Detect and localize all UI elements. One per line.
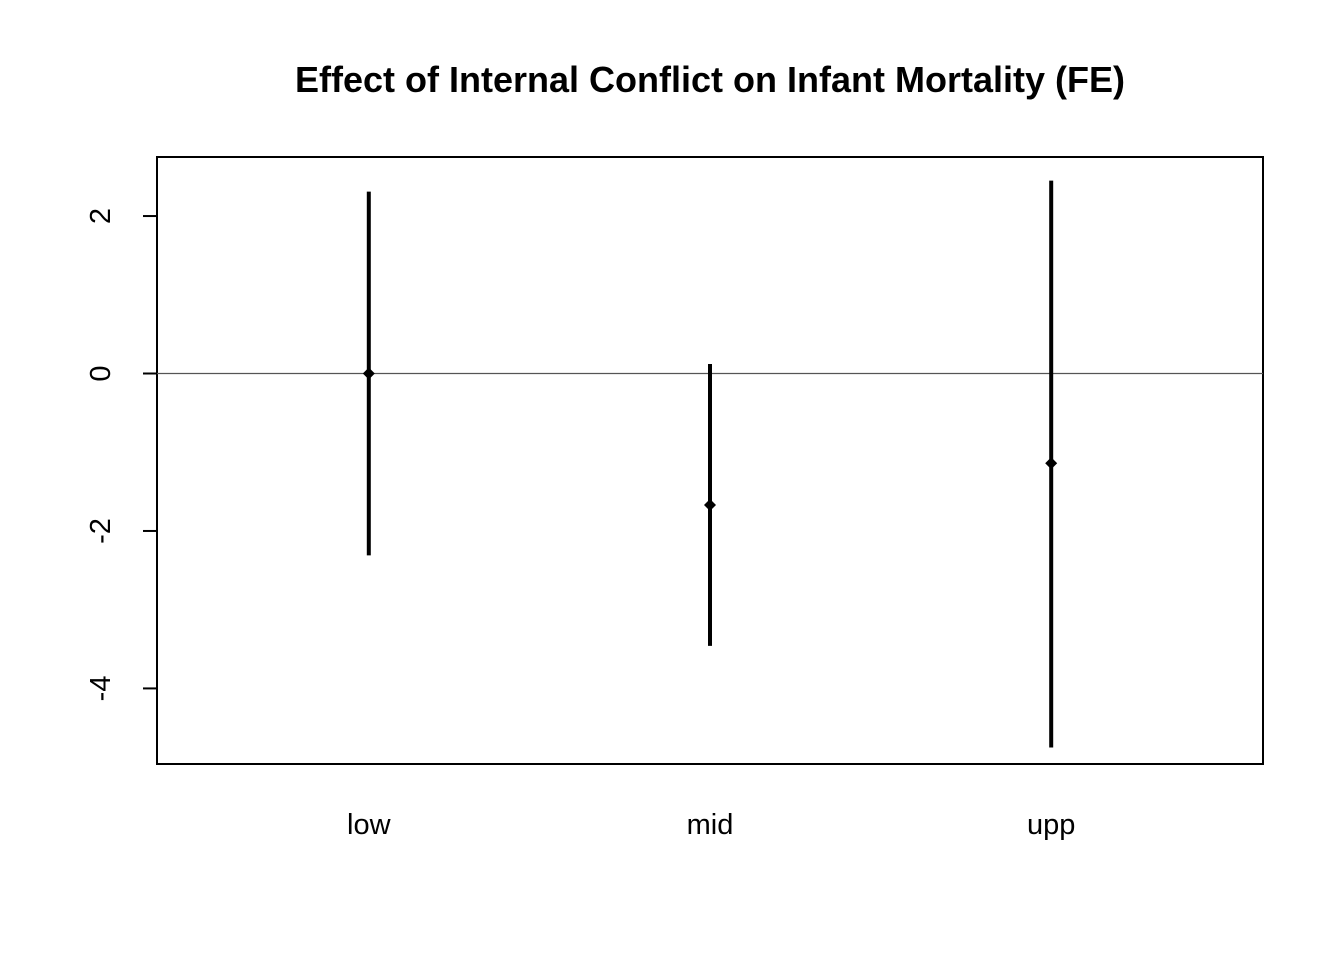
chart-title: Effect of Internal Conflict on Infant Mo…	[295, 59, 1125, 100]
x-category-label-low: low	[347, 809, 392, 841]
data-marks	[362, 180, 1058, 748]
y-tick-label: -4	[85, 676, 117, 702]
y-tick-label: 0	[85, 365, 117, 381]
point-estimate-low	[362, 367, 375, 380]
x-category-label-mid: mid	[687, 809, 734, 841]
x-category-label-upp: upp	[1027, 809, 1075, 841]
y-tick-label: -2	[85, 518, 117, 544]
y-tick-label: 2	[85, 208, 117, 224]
point-estimate-upp	[1045, 457, 1058, 470]
x-axis: low mid upp	[347, 809, 1075, 841]
plot-frame	[156, 156, 1264, 765]
y-axis: -4 -2 0 2	[85, 208, 157, 701]
point-estimate-mid	[704, 498, 716, 511]
